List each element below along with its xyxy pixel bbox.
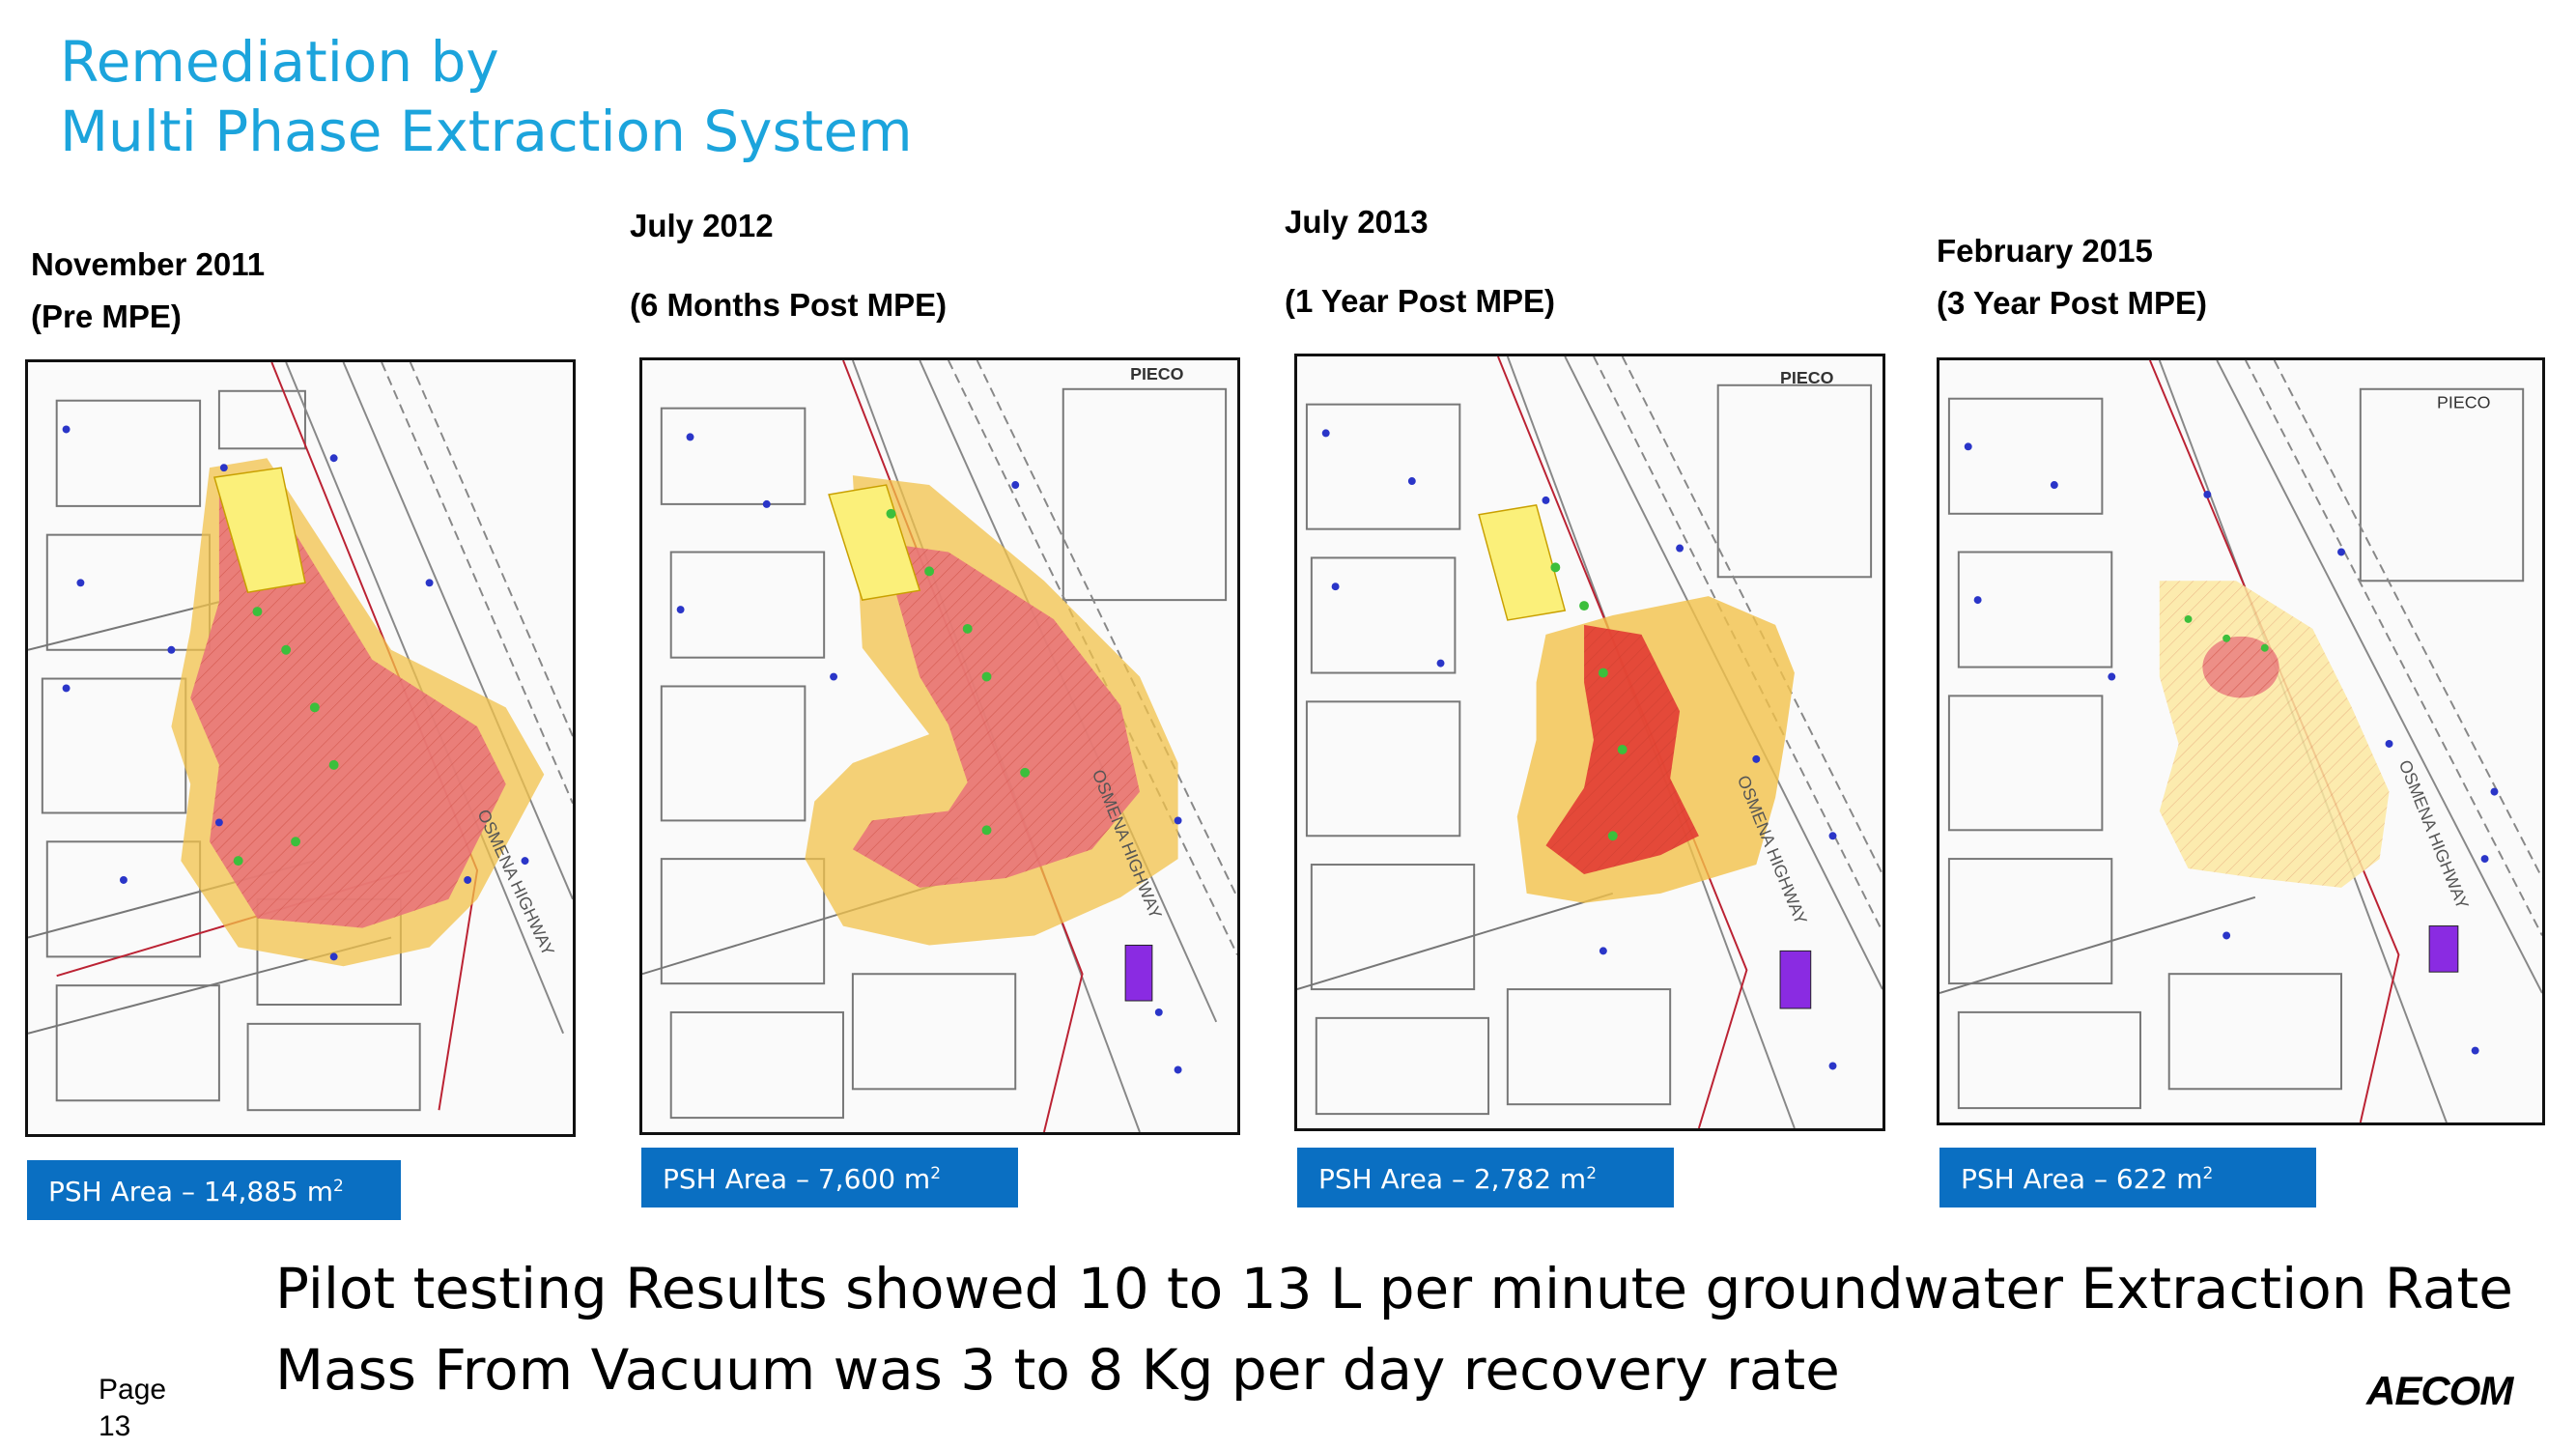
psh-area-text-1: PSH Area – 14,885 m — [48, 1176, 333, 1208]
page-number: Page 13 — [99, 1372, 166, 1445]
psh-area-label-4: PSH Area – 622 m2 — [1939, 1148, 2316, 1208]
corner-label-2: PIECO — [1130, 364, 1184, 384]
panel-1-note: (Pre MPE) — [31, 298, 182, 334]
summary-line-1: Pilot testing Results showed 10 to 13 L … — [275, 1256, 2513, 1321]
title-line-2: Multi Phase Extraction System — [60, 99, 913, 164]
psh-area-sup-4: 2 — [2202, 1164, 2214, 1183]
psh-area-sup-3: 2 — [1586, 1164, 1598, 1183]
map-panel-2: PIECO OSMENA HIGHWAY — [639, 357, 1240, 1135]
caption-panel-3: July 2013 (1 Year Post MPE) — [1285, 203, 1555, 321]
psh-area-label-3: PSH Area – 2,782 m2 — [1297, 1148, 1674, 1208]
map-panel-1: OSMENA HIGHWAY — [25, 359, 576, 1137]
psh-area-text-4: PSH Area – 622 m — [1961, 1163, 2203, 1195]
summary-line-2: Mass From Vacuum was 3 to 8 Kg per day r… — [275, 1337, 1840, 1403]
panel-4-note: (3 Year Post MPE) — [1937, 285, 2208, 321]
panel-1-date: November 2011 — [31, 246, 266, 282]
site-map-4: PIECO OSMENA HIGHWAY — [1939, 360, 2542, 1122]
page-number-value: 13 — [99, 1410, 131, 1442]
panel-4-date: February 2015 — [1937, 233, 2153, 269]
psh-area-text-2: PSH Area – 7,600 m — [663, 1163, 931, 1195]
panel-2-date: July 2012 — [630, 208, 774, 243]
map-panel-4: PIECO OSMENA HIGHWAY — [1937, 357, 2545, 1125]
summary-text: Pilot testing Results showed 10 to 13 L … — [275, 1248, 2513, 1410]
page-label: Page — [99, 1374, 167, 1406]
site-map-2: PIECO OSMENA HIGHWAY — [642, 360, 1237, 1132]
slide-title: Remediation by Multi Phase Extraction Sy… — [60, 27, 913, 166]
site-map-3: PIECO OSMENA HIGHWAY — [1297, 356, 1882, 1128]
psh-area-text-3: PSH Area – 2,782 m — [1318, 1163, 1587, 1195]
aecom-logo: AECOM — [2366, 1368, 2513, 1413]
site-map-1: OSMENA HIGHWAY — [28, 362, 573, 1112]
road-label-1: OSMENA HIGHWAY — [473, 807, 558, 959]
psh-area-sup-1: 2 — [333, 1177, 344, 1196]
panel-3-date: July 2013 — [1285, 204, 1429, 240]
caption-panel-4: February 2015 (3 Year Post MPE) — [1937, 232, 2207, 323]
panel-3-note: (1 Year Post MPE) — [1285, 283, 1556, 319]
caption-panel-1: November 2011 (Pre MPE) — [31, 245, 265, 336]
corner-label-4: PIECO — [2437, 393, 2491, 412]
psh-area-label-2: PSH Area – 7,600 m2 — [641, 1148, 1018, 1208]
psh-area-sup-2: 2 — [930, 1164, 942, 1183]
corner-label-3: PIECO — [1780, 368, 1834, 387]
panel-2-note: (6 Months Post MPE) — [630, 287, 948, 323]
title-line-1: Remediation by — [60, 29, 499, 95]
psh-area-label-1: PSH Area – 14,885 m2 — [27, 1160, 401, 1220]
map-panel-3: PIECO OSMENA HIGHWAY — [1294, 354, 1885, 1131]
caption-panel-2: July 2012 (6 Months Post MPE) — [630, 207, 947, 325]
